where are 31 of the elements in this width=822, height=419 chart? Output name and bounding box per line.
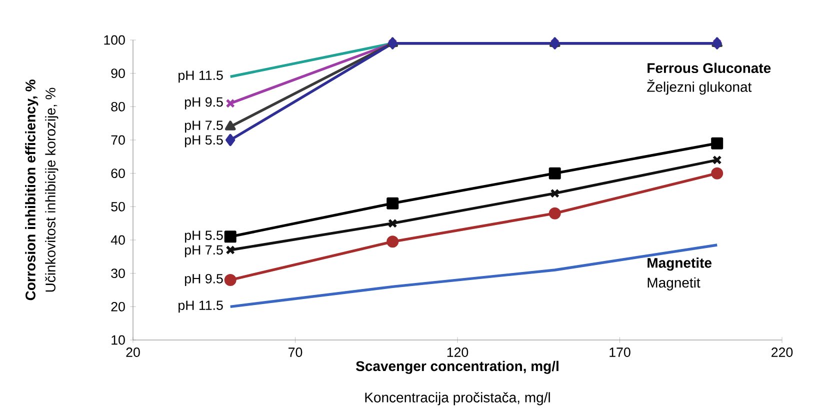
y-tick-label: 10 [112, 335, 125, 345]
series-label: pH 5.5 [184, 135, 223, 148]
x-tick-label: 170 [610, 348, 630, 357]
annotation: Magnetite [648, 258, 712, 271]
x-tick-label: 70 [288, 348, 302, 357]
y-tick-label: 90 [111, 68, 125, 78]
series-label: pH 7.5 [184, 245, 223, 258]
y-tick-label: 50 [111, 202, 125, 212]
y-tick-label: 80 [111, 102, 125, 112]
series-label: pH 9.5 [184, 274, 223, 286]
y-tick-label: 100 [104, 35, 125, 45]
y-tick-label: 30 [111, 268, 125, 278]
annotation: Željezni glukonat [647, 80, 752, 95]
series-label: pH 7.5 [184, 120, 223, 133]
x-tick-label: 20 [126, 348, 140, 357]
series-label: pH 11.5 [178, 70, 223, 83]
x-tick-label: 120 [447, 348, 468, 357]
y-tick-label: 60 [111, 168, 125, 178]
x-axis-title: Scavenger concentration, mg/l [356, 360, 558, 374]
annotation: Ferrous Gluconate [648, 62, 771, 74]
series-label: pH 11.5 [178, 300, 223, 313]
text: Koncentracija pročistača, mg/l [365, 392, 550, 406]
series-label: pH 9.5 [184, 97, 223, 110]
y-tick-label: 70 [111, 135, 125, 145]
y-tick-label: 20 [111, 302, 125, 312]
y-tick-label: 40 [110, 235, 125, 245]
x-tick-label: 220 [772, 348, 793, 357]
annotation: Magnetit [648, 277, 700, 290]
series-label: pH 5.5 [184, 230, 223, 243]
text: Učinkovitost inhibicije korozije, % [45, 88, 58, 292]
y-axis-title: Corrosion inhibition efficiency, % [25, 80, 38, 300]
